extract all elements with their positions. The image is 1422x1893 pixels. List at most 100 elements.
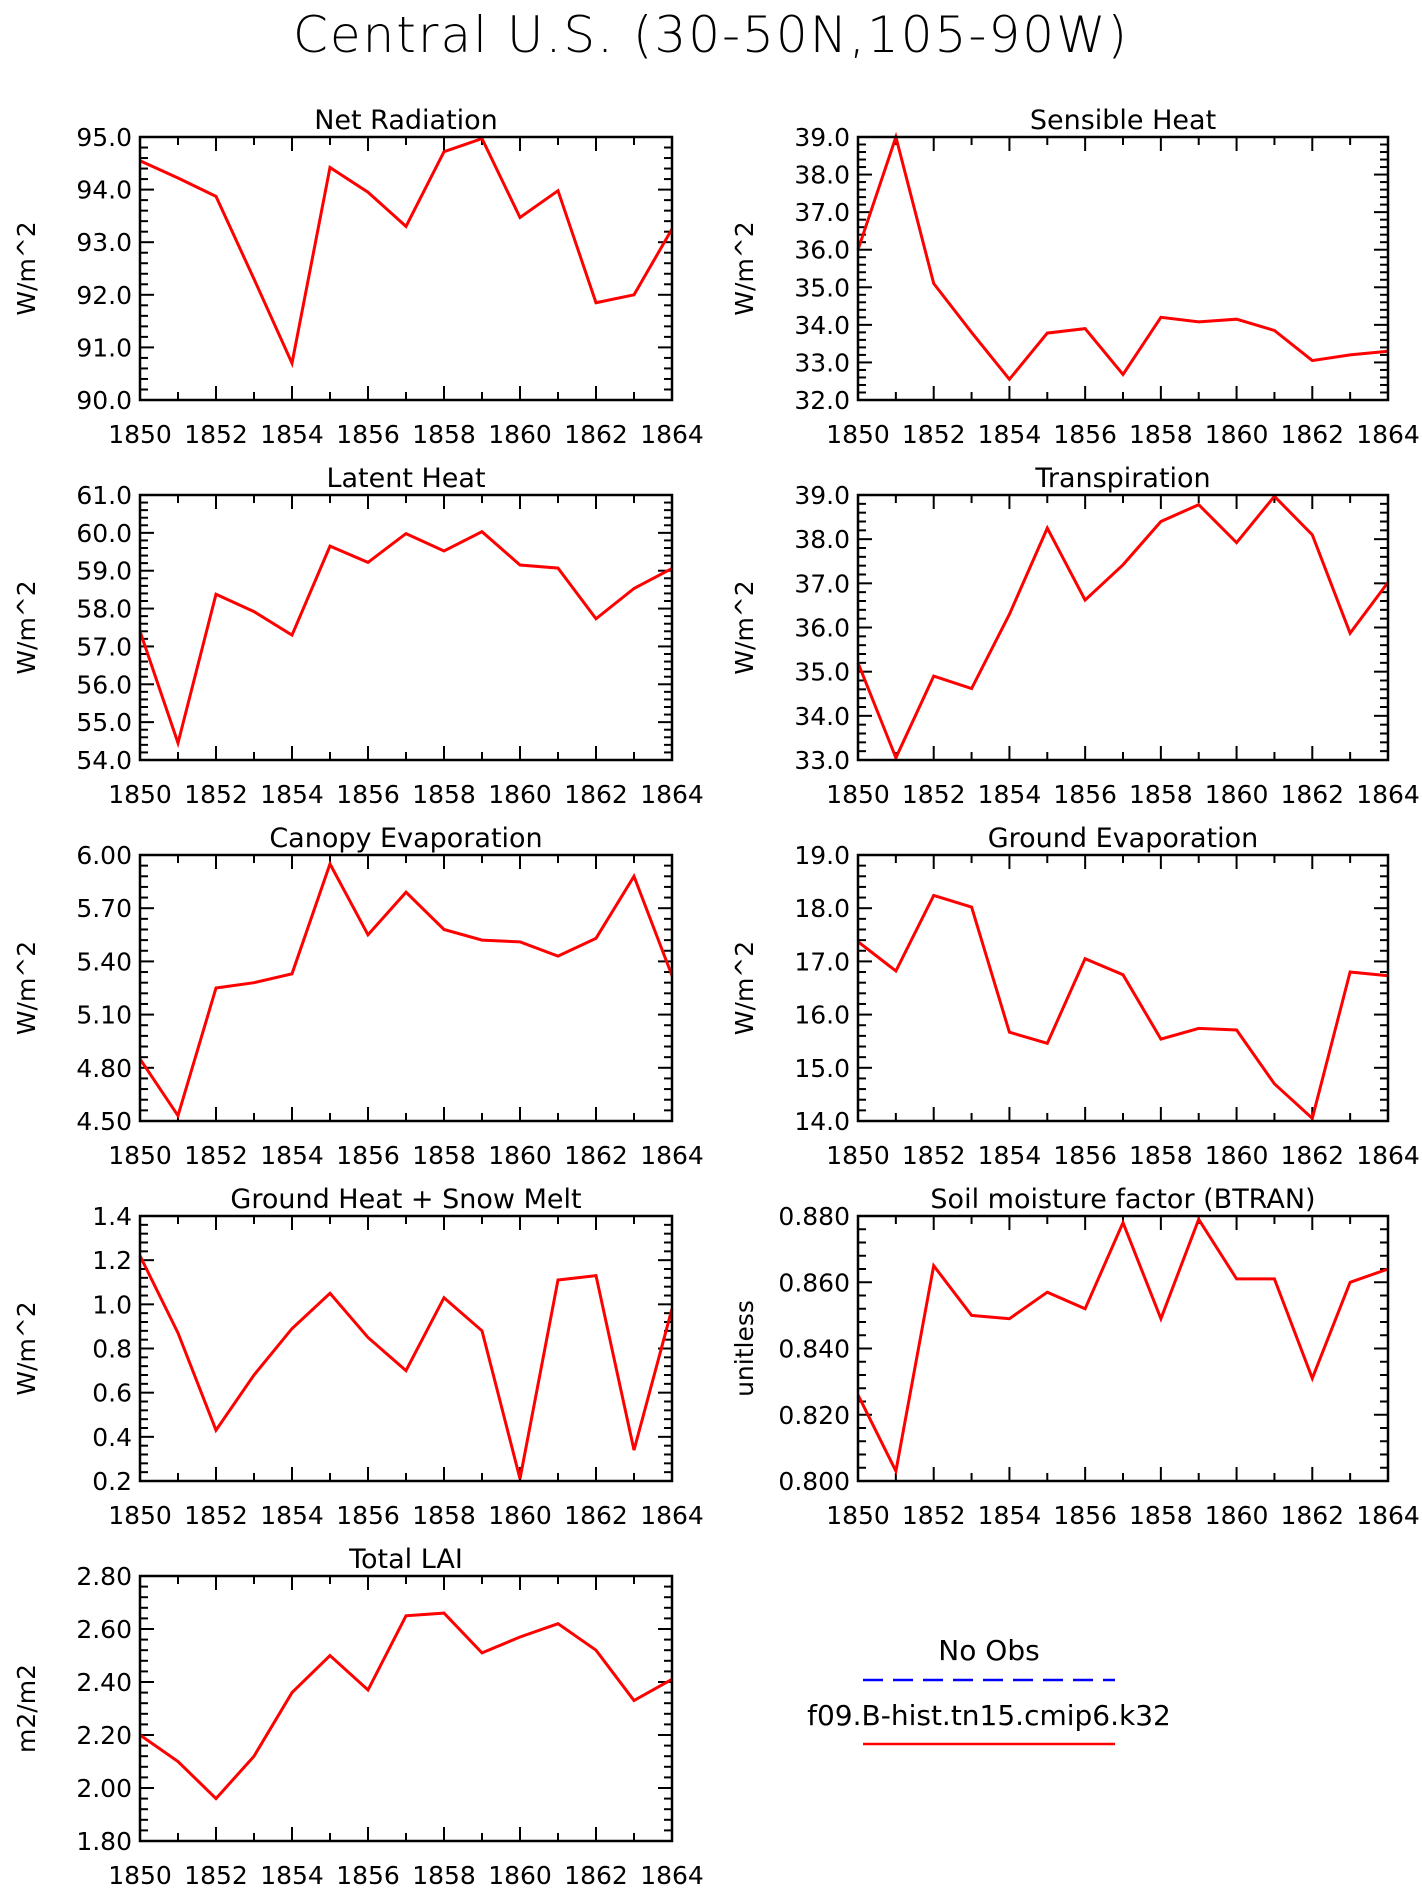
y-tick-label: 5.70 [76, 894, 132, 923]
y-tick-label: 95.0 [76, 123, 132, 152]
y-axis-label: W/m^2 [730, 941, 759, 1035]
x-tick-label: 1852 [184, 1501, 248, 1530]
y-axis-label: W/m^2 [730, 221, 759, 315]
panel-title: Sensible Heat [1030, 105, 1216, 136]
y-axis-label: unitless [730, 1300, 759, 1397]
x-tick-label: 1856 [336, 1501, 400, 1530]
y-tick-label: 60.0 [76, 519, 132, 548]
y-tick-label: 1.80 [76, 1827, 132, 1856]
y-tick-label: 54.0 [76, 746, 132, 775]
x-tick-label: 1854 [978, 1501, 1042, 1530]
y-tick-label: 37.0 [794, 198, 850, 227]
legend-obs-label: No Obs [938, 1634, 1039, 1667]
x-tick-label: 1852 [184, 1861, 248, 1890]
x-tick-label: 1858 [1129, 420, 1193, 449]
x-tick-label: 1854 [260, 780, 324, 809]
y-tick-label: 38.0 [794, 161, 850, 190]
y-tick-label: 56.0 [76, 670, 132, 699]
plot-frame [138, 853, 674, 1123]
x-tick-label: 1856 [1053, 1141, 1117, 1170]
y-tick-label: 15.0 [794, 1054, 850, 1083]
y-axis-label: W/m^2 [12, 580, 41, 674]
x-tick-label: 1860 [1205, 1141, 1269, 1170]
series-line [856, 131, 1389, 382]
panel-8: 0.800 0.820 0.840 0.860 0.880 1850 1852 1854 185… [730, 1184, 1420, 1530]
y-tick-label: 17.0 [794, 947, 850, 976]
x-tick-label: 1860 [1205, 1501, 1269, 1530]
panel-2: 32.0 33.0 34.0 35.0 36.0 37.0 38.0 39.0 1850 1852… [730, 105, 1420, 449]
x-tick-label: 1850 [108, 1861, 172, 1890]
x-tick-label: 1854 [260, 1861, 324, 1890]
x-tick-label: 1860 [1205, 420, 1269, 449]
panel-9: 1.80 2.00 2.20 2.40 2.60 2.80 1850 1852 1854 1856… [12, 1544, 704, 1890]
y-tick-label: 58.0 [76, 595, 132, 624]
x-tick-label: 1852 [902, 1501, 966, 1530]
y-tick-label: 93.0 [76, 228, 132, 257]
y-tick-label: 6.00 [76, 841, 132, 870]
y-tick-label: 2.60 [76, 1615, 132, 1644]
y-tick-label: 0.2 [92, 1467, 132, 1496]
y-tick-label: 0.840 [778, 1335, 850, 1364]
y-tick-label: 39.0 [794, 481, 850, 510]
panel-1: 90.0 91.0 92.0 93.0 94.0 95.0 1850 1852 1854 1856… [12, 105, 704, 449]
x-tick-label: 1850 [826, 780, 890, 809]
y-tick-label: 4.80 [76, 1054, 132, 1083]
y-tick-label: 33.0 [794, 746, 850, 775]
series-line [139, 136, 674, 369]
series-line [138, 529, 673, 749]
plot-frame [856, 135, 1390, 402]
x-tick-label: 1860 [488, 1141, 552, 1170]
y-tick-label: 19.0 [794, 841, 850, 870]
x-tick-label: 1850 [826, 420, 890, 449]
y-tick-label: 1.4 [92, 1202, 132, 1231]
x-tick-label: 1858 [1129, 1501, 1193, 1530]
y-tick-label: 2.20 [76, 1721, 132, 1750]
x-tick-label: 1856 [336, 1861, 400, 1890]
x-tick-label: 1852 [184, 1141, 248, 1170]
y-tick-label: 34.0 [794, 702, 850, 731]
series-line [856, 1215, 1389, 1476]
y-tick-label: 57.0 [76, 632, 132, 661]
y-tick-label: 2.40 [76, 1668, 132, 1697]
panel-title: Soil moisture factor (BTRAN) [930, 1184, 1315, 1215]
plot-frame [138, 1214, 674, 1483]
y-axis-label: W/m^2 [730, 580, 759, 674]
x-tick-label: 1850 [108, 420, 172, 449]
plot-frame [856, 853, 1390, 1123]
x-tick-label: 1854 [978, 420, 1042, 449]
x-tick-label: 1856 [1053, 1501, 1117, 1530]
x-tick-label: 1862 [564, 1501, 628, 1530]
y-tick-label: 18.0 [794, 894, 850, 923]
x-tick-label: 1852 [902, 780, 966, 809]
y-tick-label: 0.860 [778, 1268, 850, 1297]
x-tick-label: 1850 [108, 780, 172, 809]
panels: 90.0 91.0 92.0 93.0 94.0 95.0 1850 1852 1854 1856… [12, 105, 1420, 1890]
y-tick-label: 1.0 [92, 1290, 132, 1319]
y-tick-label: 94.0 [76, 176, 132, 205]
x-tick-label: 1858 [1129, 1141, 1193, 1170]
y-tick-label: 2.00 [76, 1774, 132, 1803]
y-tick-label: 5.10 [76, 1001, 132, 1030]
x-tick-label: 1852 [902, 1141, 966, 1170]
plot-frame [856, 493, 1390, 762]
panel-4: 33.0 34.0 35.0 36.0 37.0 38.0 39.0 1850 1852 1854… [730, 463, 1420, 809]
x-tick-label: 1862 [564, 1141, 628, 1170]
x-tick-label: 1854 [978, 1141, 1042, 1170]
panel-6: 14.0 15.0 16.0 17.0 18.0 19.0 1850 1852 1854 1856… [730, 823, 1420, 1170]
x-tick-label: 1864 [640, 1861, 704, 1890]
y-tick-label: 91.0 [76, 333, 132, 362]
panel-title: Total LAI [348, 1544, 463, 1575]
x-tick-label: 1864 [640, 1141, 704, 1170]
y-tick-label: 0.820 [778, 1401, 850, 1430]
x-tick-label: 1862 [1280, 1501, 1344, 1530]
y-tick-label: 0.4 [92, 1423, 132, 1452]
panel-title: Latent Heat [326, 463, 485, 494]
x-tick-label: 1858 [412, 780, 476, 809]
x-tick-label: 1854 [260, 420, 324, 449]
x-tick-label: 1850 [826, 1501, 890, 1530]
x-tick-label: 1862 [564, 420, 628, 449]
y-tick-label: 0.880 [778, 1202, 850, 1231]
x-tick-label: 1864 [640, 1501, 704, 1530]
x-tick-label: 1862 [1280, 780, 1344, 809]
y-tick-label: 59.0 [76, 557, 132, 586]
